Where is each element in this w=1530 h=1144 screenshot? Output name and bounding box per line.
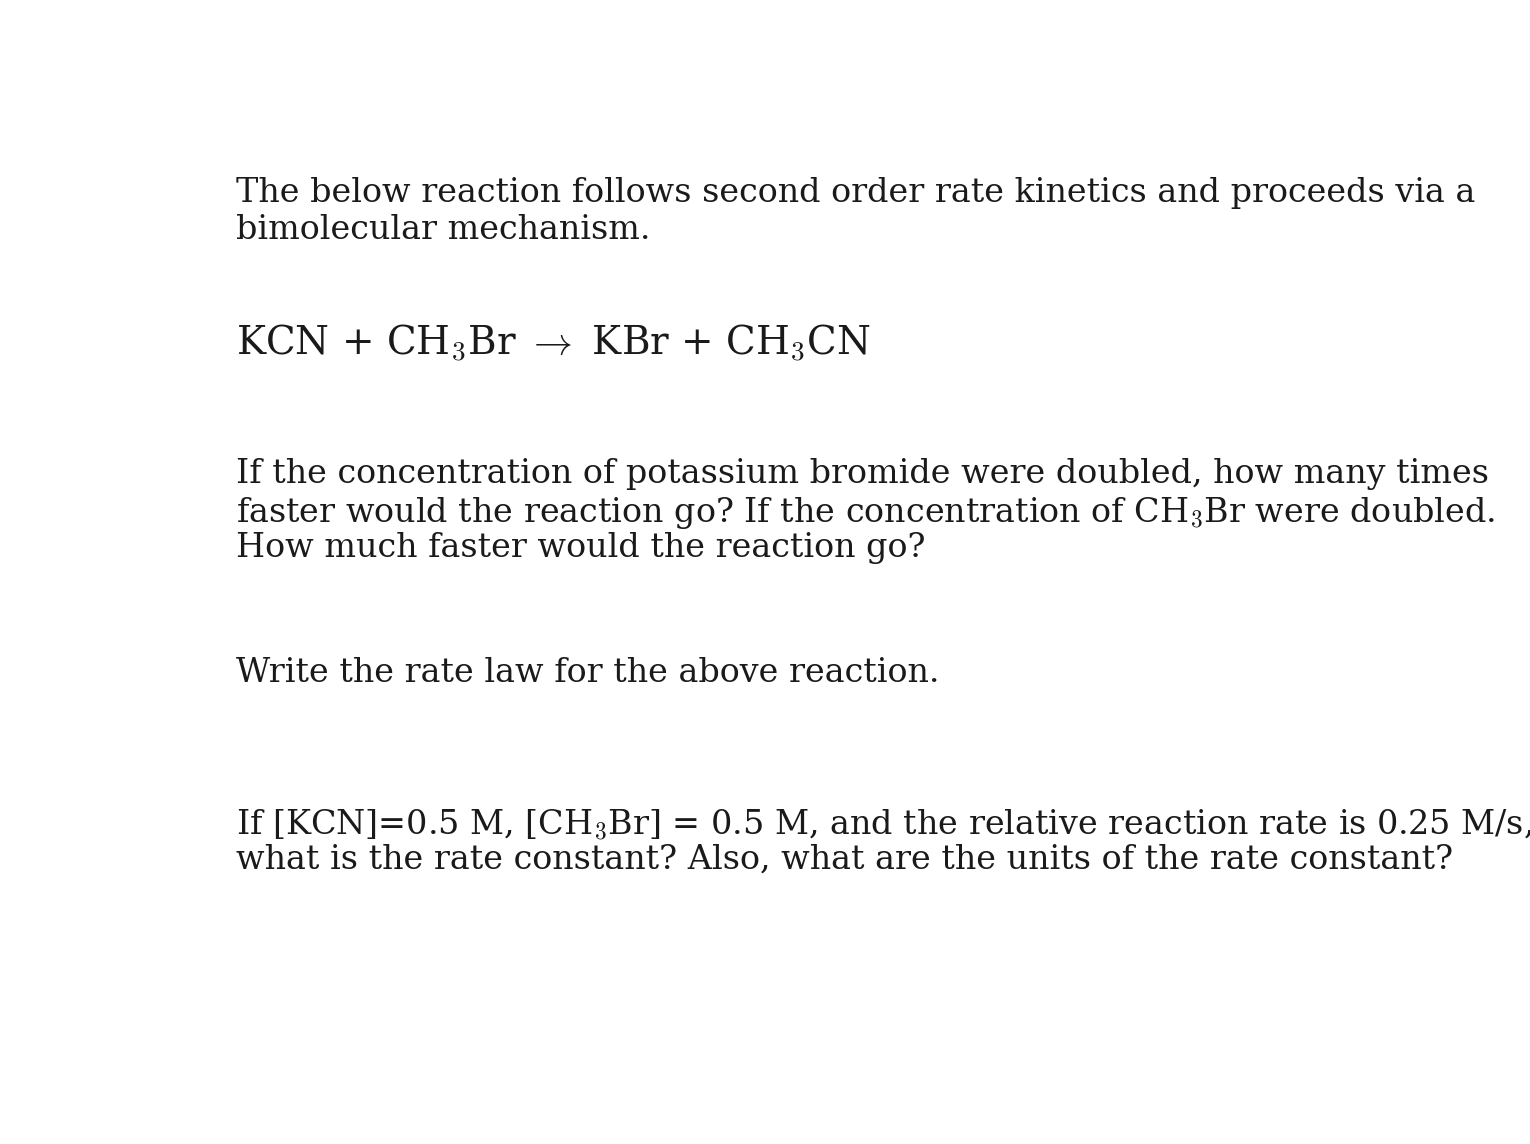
Text: If the concentration of potassium bromide were doubled, how many times: If the concentration of potassium bromid… [236,458,1489,490]
Text: bimolecular mechanism.: bimolecular mechanism. [236,214,650,246]
Text: Write the rate law for the above reaction.: Write the rate law for the above reactio… [236,657,939,689]
Text: The below reaction follows second order rate kinetics and proceeds via a: The below reaction follows second order … [236,177,1475,209]
Text: How much faster would the reaction go?: How much faster would the reaction go? [236,532,926,564]
Text: faster would the reaction go? If the concentration of CH$_3$Br were doubled.: faster would the reaction go? If the con… [236,495,1495,531]
Text: KCN + CH$_3$Br $\rightarrow$ KBr + CH$_3$CN: KCN + CH$_3$Br $\rightarrow$ KBr + CH$_3… [236,323,871,364]
Text: what is the rate constant? Also, what are the units of the rate constant?: what is the rate constant? Also, what ar… [236,844,1454,876]
Text: If [KCN]=0.5 M, [CH$_3$Br] = 0.5 M, and the relative reaction rate is 0.25 M/s,: If [KCN]=0.5 M, [CH$_3$Br] = 0.5 M, and … [236,807,1530,842]
